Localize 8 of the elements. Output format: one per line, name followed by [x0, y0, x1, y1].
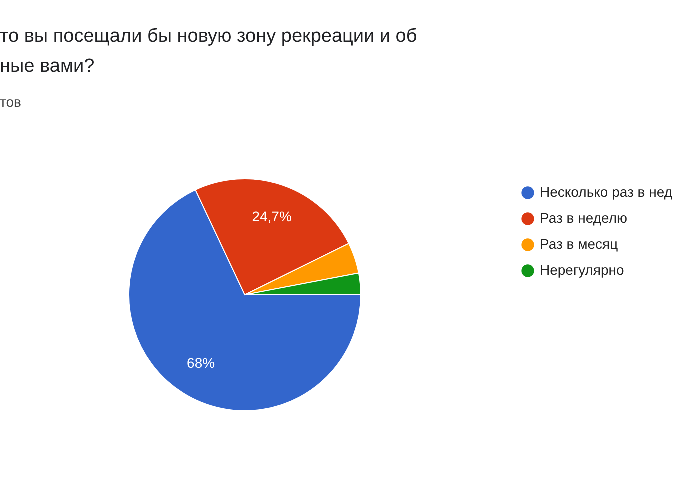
legend-label: Раз в месяц — [540, 236, 618, 252]
text: тов — [0, 94, 22, 110]
data-label: 68% — [187, 355, 216, 372]
chart-title: то вы посещали бы новую зону рекреации и об ные вами? — [0, 26, 418, 77]
legend-label: Раз в неделю — [540, 210, 628, 226]
data-label: 24,7% — [252, 208, 292, 225]
legend-label: Несколько раз в нед — [540, 184, 673, 200]
legend-label: Нерегулярно — [540, 262, 625, 278]
